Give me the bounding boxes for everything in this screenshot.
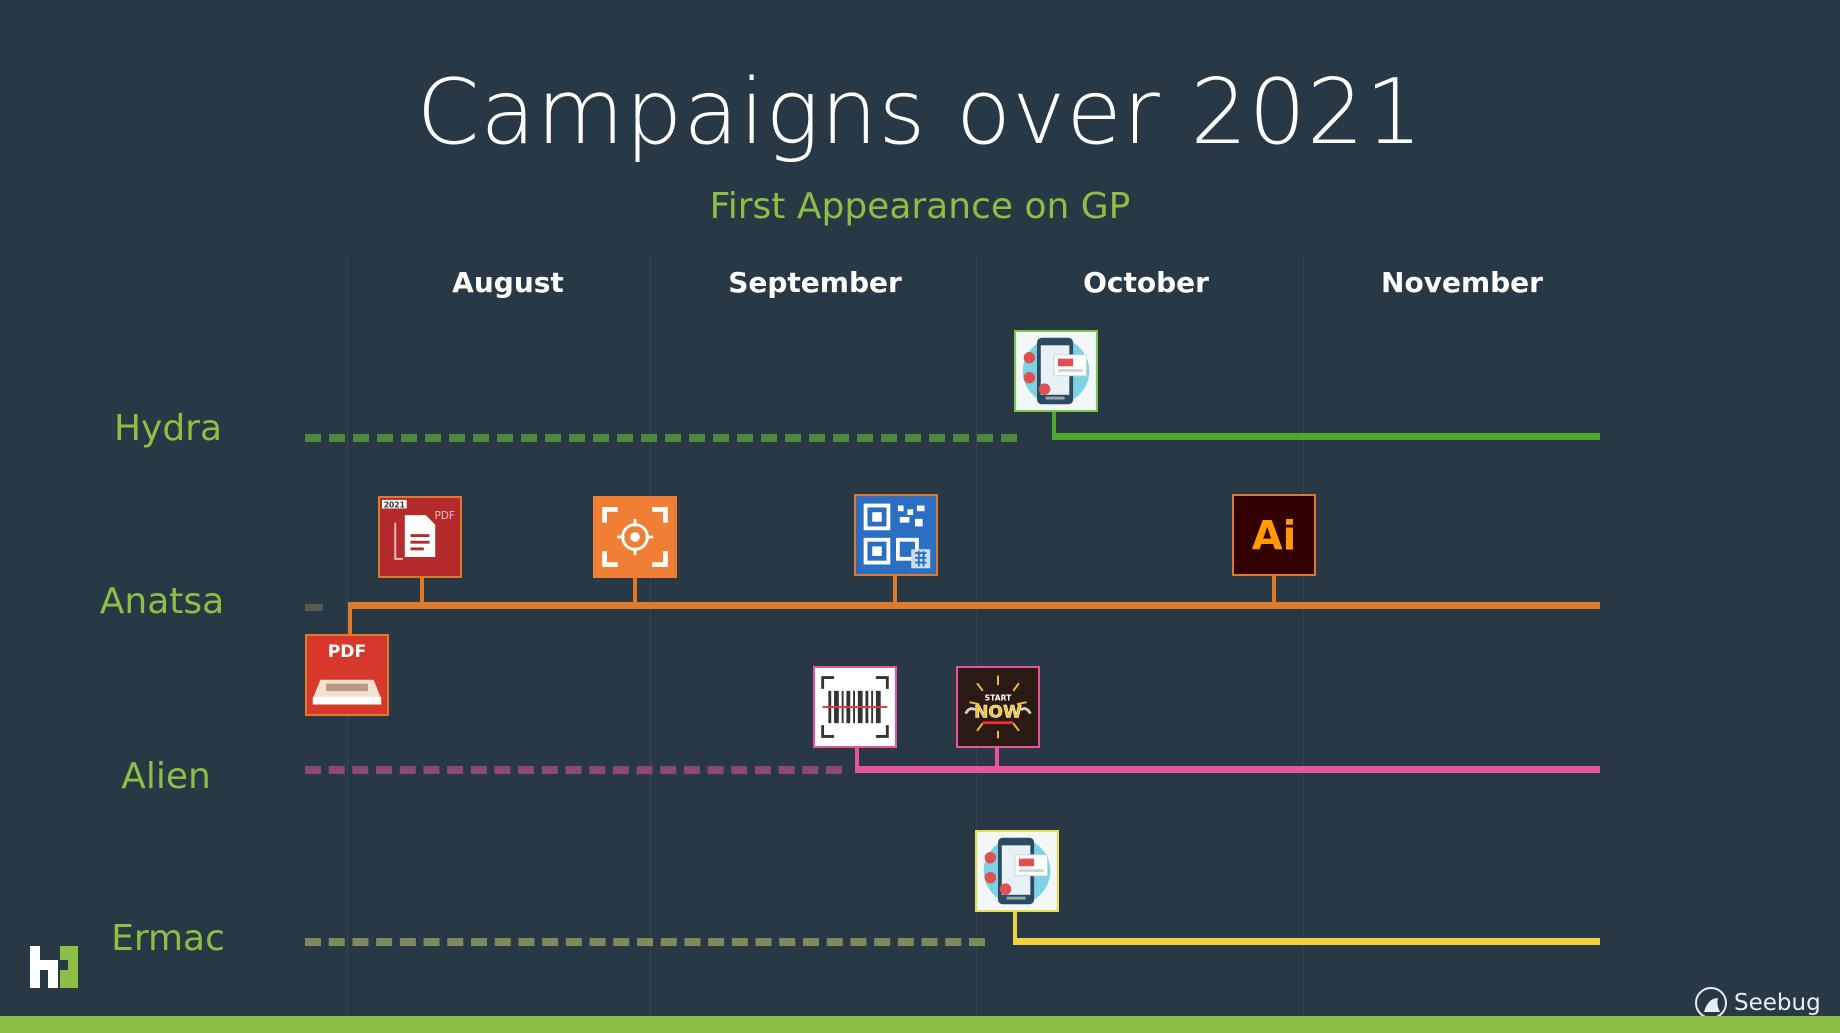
month-august: August (452, 266, 564, 299)
ermac-timeline (1013, 938, 1600, 945)
row-label-hydra: Hydra (113, 408, 223, 449)
alien-connector (995, 748, 999, 770)
anatsa-connector (420, 578, 424, 604)
pdf-scanner-icon: PDF (305, 634, 389, 716)
month-divider (650, 255, 651, 1015)
security-app-icon (975, 830, 1059, 912)
alien-connector (855, 748, 859, 770)
month-divider (1303, 255, 1304, 1015)
anatsa-connector (893, 576, 897, 604)
adobe-illustrator-icon: Ai (1232, 494, 1316, 576)
row-label-alien: Alien (121, 756, 211, 797)
month-september: September (728, 266, 902, 299)
row-label-ermac: Ermac (111, 918, 225, 959)
now-label: NOW (974, 702, 1022, 722)
barcode-scanner-icon (813, 666, 897, 748)
ermac-pre-dashes (305, 938, 985, 946)
seebug-text: Seebug (1734, 990, 1821, 1016)
month-november: November (1381, 266, 1543, 299)
brand-logo (30, 946, 78, 988)
hydra-timeline (1052, 433, 1600, 440)
anatsa-connector (633, 578, 637, 604)
hydra-pre-dashes (305, 434, 1017, 442)
ai-label: Ai (1252, 513, 1297, 559)
pdf-year-tag: 2021 (384, 501, 405, 510)
target-scanner-icon (593, 496, 677, 578)
alien-pre-dashes (305, 766, 842, 774)
footer-bar (0, 1016, 1840, 1033)
hydra-connector (1052, 412, 1056, 438)
month-october: October (1083, 266, 1209, 299)
start-now-icon: START NOW (956, 666, 1040, 748)
ermac-connector (1013, 912, 1017, 942)
slide-title: Campaigns over 2021 (416, 60, 1424, 165)
row-label-anatsa: Anatsa (99, 581, 225, 622)
anatsa-timeline (348, 602, 1600, 609)
anatsa-connector (348, 602, 352, 636)
qr-code-icon (854, 494, 938, 576)
security-app-icon (1014, 330, 1098, 412)
seebug-watermark: Seebug (1694, 986, 1821, 1020)
anatsa-pre-marker (305, 604, 323, 611)
seebug-logo-icon (1695, 987, 1727, 1019)
pdf-badge: PDF (435, 510, 455, 522)
anatsa-connector (1272, 576, 1276, 604)
slide-subtitle: First Appearance on GP (709, 186, 1131, 227)
alien-timeline (855, 766, 1600, 773)
start-label: START (985, 693, 1012, 702)
pdf-document-icon: 2021 PDF (378, 496, 462, 578)
pdf-scanner-label: PDF (328, 642, 366, 662)
month-divider (976, 255, 977, 1015)
